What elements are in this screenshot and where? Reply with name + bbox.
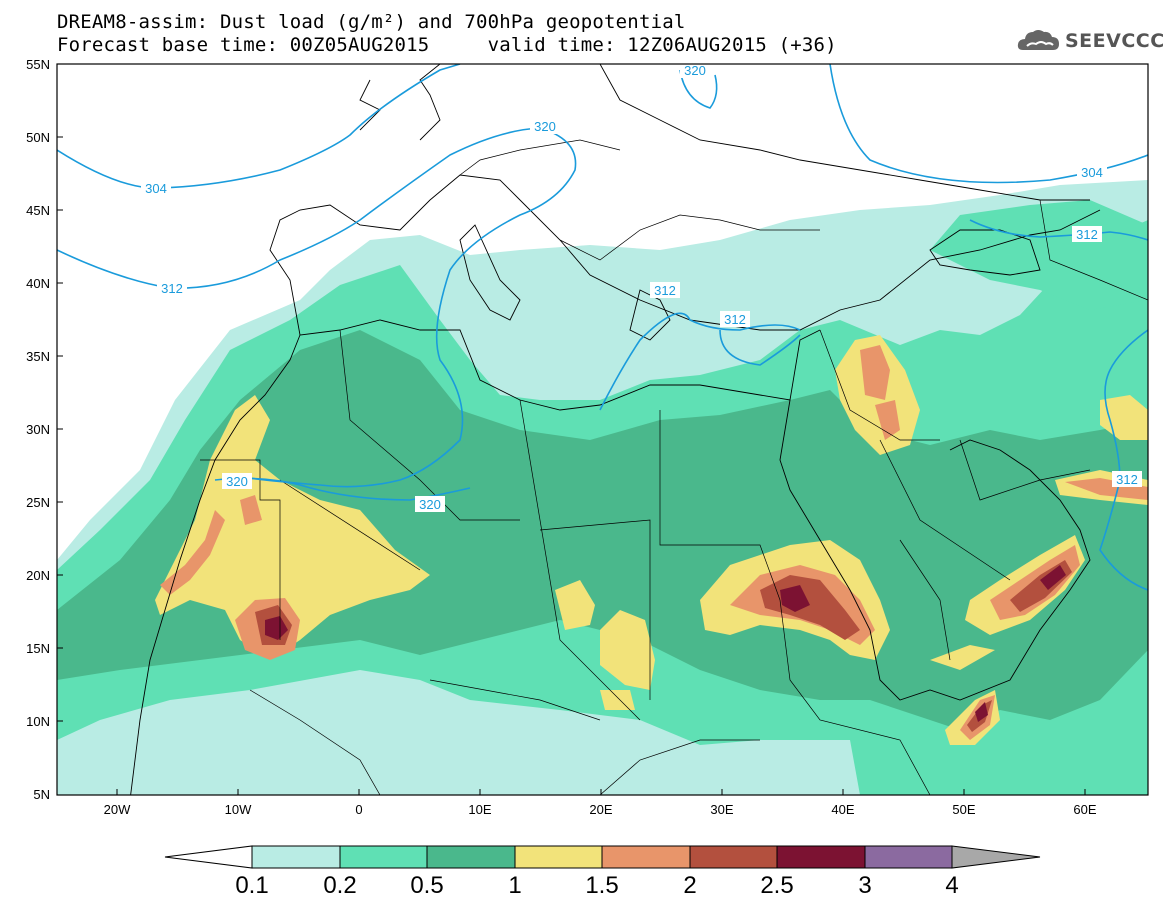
lon-label: 30E [710,802,733,817]
colorbar-swatch [339,845,428,869]
contour-label: 304 [145,181,167,196]
longitude-labels: 20W 10W 0 10E 20E 30E 40E 50E 60E [104,802,1097,817]
colorbar-under-arrow [164,845,253,869]
colorbar-label: 1.5 [585,872,618,899]
contour-312-gulf [1099,329,1148,591]
lon-label: 50E [952,802,975,817]
lon-label: 20E [589,802,612,817]
map-title: DREAM8-assim: Dust load (g/m²) and 700hP… [57,11,686,33]
lat-label: 25N [26,495,50,510]
cloud-icon [1017,30,1059,50]
lon-label: 40E [831,802,854,817]
contour-320-sahara [214,477,471,501]
contour-label: 312 [1116,472,1138,487]
colorbar-label: 2.5 [760,872,793,899]
contour-label: 312 [654,283,676,298]
colorbar-label: 3 [858,872,871,899]
contour-312-med [599,312,801,411]
colorbar-label: 1 [508,872,521,899]
lon-label: 60E [1073,802,1096,817]
contour-label-group: 320 320 304 312 312 304 312 312 312 320 … [141,63,1142,512]
colorbar-label: 0.5 [410,872,443,899]
country-borders [200,139,1148,795]
contour-312-east [719,329,801,366]
colorbar-over-arrow [951,845,1041,869]
lat-label: 55N [26,57,50,72]
contour-label: 320 [534,119,556,134]
lon-label: 10E [468,802,491,817]
contour-label: 320 [226,474,248,489]
lat-label: 45N [26,203,50,218]
geopotential-contours [57,64,1148,591]
dust-band-1-west [155,395,430,660]
colorbar [164,845,1041,869]
contour-label: 312 [161,281,183,296]
contour-label: 320 [684,63,706,78]
contour-312-west [57,127,577,488]
colorbar-label: 0.1 [235,872,268,899]
colorbar-labels: 0.1 0.2 0.5 1 1.5 2 2.5 3 4 [235,872,958,899]
map-subtitle: Forecast base time: 00Z05AUG2015 valid t… [57,34,837,56]
contour-label: 312 [724,312,746,327]
lon-label: 0 [355,802,362,817]
colorbar-swatch [776,845,866,869]
contour-label: 320 [419,497,441,512]
lon-label: 10W [225,802,252,817]
contour-320 [679,69,718,109]
lat-label: 10N [26,714,50,729]
dust-field: 320 320 304 312 312 304 312 312 312 320 … [57,63,1148,795]
colorbar-swatch [689,845,778,869]
colorbar-swatch [601,845,691,869]
lat-label: 35N [26,349,50,364]
contour-label: 312 [1076,227,1098,242]
contour-label: 304 [1081,165,1103,180]
colorbar-label: 4 [945,872,958,899]
colorbar-swatch [426,845,516,869]
logo-text: SEEVCCC [1065,30,1165,52]
colorbar-label: 2 [683,872,696,899]
colorbar-swatch [864,845,953,869]
lat-label: 20N [26,568,50,583]
colorbar-label: 0.2 [323,872,356,899]
colorbar-swatch [251,845,341,869]
lon-label: 20W [104,802,131,817]
lat-label: 15N [26,641,50,656]
latitude-labels: 55N 50N 45N 40N 35N 30N 25N 20N 15N 10N … [26,57,50,802]
colorbar-swatch [514,845,603,869]
lat-label: 40N [26,276,50,291]
lat-label: 50N [26,130,50,145]
contour-304-west [57,64,461,189]
lat-label: 5N [33,787,50,802]
axis-ticks [57,63,1086,795]
lat-label: 30N [26,422,50,437]
seevccc-logo: SEEVCCC [1017,26,1164,54]
